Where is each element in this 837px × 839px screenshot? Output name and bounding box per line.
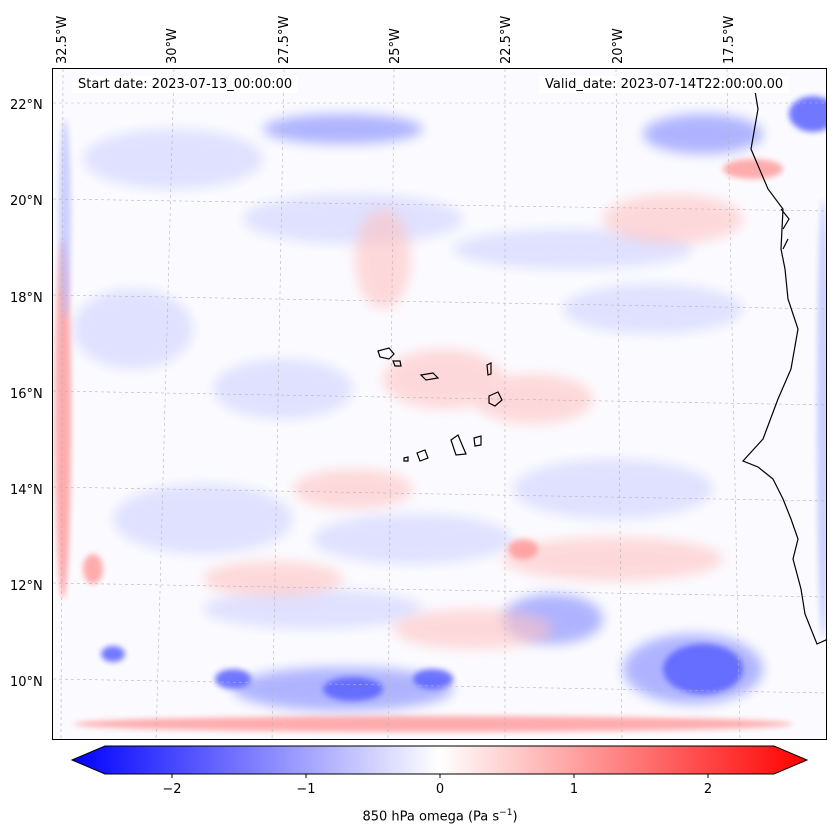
colorbar-tick-0: 0 <box>435 782 445 797</box>
lat-label-10n: 10°N <box>10 675 43 690</box>
valid-date-label: Valid_date: 2023-07-14T22:00:00.00 <box>539 76 790 93</box>
cape-verde-sal <box>486 362 492 376</box>
lat-label-16n: 16°N <box>10 387 43 402</box>
canary-islands-coastline <box>780 208 790 250</box>
cape-verde-maio <box>473 435 482 447</box>
lat-label-22n: 22°N <box>10 98 43 113</box>
lon-label-32-5w: 32.5°W <box>55 15 70 64</box>
lon-label-27-5w: 27.5°W <box>277 15 292 64</box>
lon-label-25w: 25°W <box>388 28 403 64</box>
lat-label-20n: 20°N <box>10 194 43 209</box>
map-panel <box>52 68 827 740</box>
lat-label-18n: 18°N <box>10 291 43 306</box>
lon-label-30w: 30°W <box>165 28 180 64</box>
colorbar-tick-2: 2 <box>703 782 713 797</box>
colorbar-label-main: 850 hPa omega (Pa s <box>362 809 500 825</box>
lon-label-22-5w: 22.5°W <box>499 15 514 64</box>
lon-label-17-5w: 17.5°W <box>722 15 737 64</box>
cape-verde-santo-antao <box>377 347 395 360</box>
lon-label-20w: 20°W <box>611 28 626 64</box>
colorbar-label-close: ) <box>512 809 518 825</box>
colorbar-tick-1: 1 <box>569 782 579 797</box>
colorbar-label-exponent: −1 <box>499 808 513 818</box>
colorbar-tick-minus1: −1 <box>296 782 316 797</box>
cape-verde-sao-vicente <box>392 360 402 367</box>
coastlines <box>377 78 826 645</box>
cape-verde-sao-nicolau <box>419 372 440 381</box>
cape-verde-fogo <box>416 449 429 462</box>
cape-verde-santiago <box>450 434 467 456</box>
cape-verde-brava <box>403 456 409 462</box>
lat-label-14n: 14°N <box>10 483 43 498</box>
cape-verde-boa-vista <box>488 391 503 407</box>
omega-field <box>55 96 826 732</box>
lat-label-12n: 12°N <box>10 579 43 594</box>
graticule <box>53 69 826 739</box>
colorbar <box>70 745 809 778</box>
west-africa-coastline <box>741 78 826 645</box>
colorbar-tick-minus2: −2 <box>162 782 182 797</box>
omega-field-map <box>53 69 826 739</box>
start-date-label: Start date: 2023-07-13_00:00:00 <box>72 76 299 93</box>
colorbar-fill <box>70 745 809 775</box>
colorbar-label: 850 hPa omega (Pa s−1) <box>362 808 517 824</box>
